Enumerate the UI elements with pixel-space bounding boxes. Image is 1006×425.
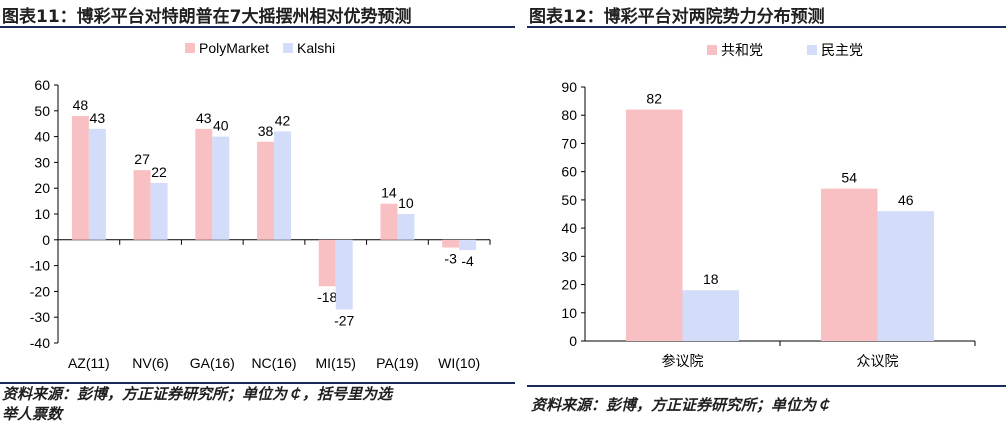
x-category-label-2: 众议院 <box>857 353 899 369</box>
bar-1-7 <box>442 239 460 248</box>
bar-2-5 <box>335 239 353 310</box>
bar-1-6 <box>380 203 398 240</box>
bar-1-2 <box>820 188 878 341</box>
data-label-1-2: 27 <box>134 151 150 167</box>
legend-label-1: PolyMarket <box>199 40 269 56</box>
right-source: 资料来源：彭博，方正证券研究所；单位为￠ <box>531 396 832 414</box>
y-tick-label-9: 90 <box>561 79 577 95</box>
bar-1-1 <box>625 109 683 341</box>
data-label-2-1: 43 <box>90 110 106 126</box>
left-source-line2: 举人票数 <box>2 405 63 423</box>
legend-label-2: Kalshi <box>297 40 335 56</box>
data-label-2-7: -4 <box>461 253 474 269</box>
y-tick-label-6: 20 <box>34 180 50 196</box>
bar-1-4 <box>257 141 274 240</box>
x-category-label-7: WI(10) <box>438 355 480 371</box>
right-chart-panel: 图表12：博彩平台对两院势力分布预测 共和党 民主党 0 10 20 30 40 50 60 70… <box>527 0 1006 425</box>
data-label-1-3: 43 <box>196 110 212 126</box>
y-tick-label-8: 40 <box>34 129 50 145</box>
data-label-1-6: 14 <box>381 185 397 201</box>
y-tick-label-3: -10 <box>30 258 50 274</box>
bar-2-2 <box>877 211 935 341</box>
y-tick-label-0: 0 <box>569 333 577 349</box>
data-label-1-5: -18 <box>317 289 337 305</box>
y-tick-label-7: 30 <box>34 154 50 170</box>
data-label-1-7: -3 <box>444 251 457 267</box>
y-tick-label-4: 0 <box>42 232 50 248</box>
bar-2-7 <box>459 239 477 251</box>
bar-2-1 <box>88 128 106 240</box>
bar-2-4 <box>274 131 291 240</box>
y-tick-label-3: 30 <box>561 248 577 264</box>
right-chart-title: 图表12：博彩平台对两院势力分布预测 <box>529 7 825 27</box>
data-label-2-6: 10 <box>398 195 414 211</box>
bar-2-1 <box>682 290 740 341</box>
y-tick-label-1: -30 <box>30 309 50 325</box>
bar-1-3 <box>195 128 213 240</box>
legend-swatch-1 <box>707 45 717 55</box>
y-tick-label-9: 50 <box>34 103 50 119</box>
bar-2-3 <box>212 136 230 240</box>
x-category-label-2: NV(6) <box>132 355 169 371</box>
left-chart-title: 图表11：博彩平台对特朗普在7大摇摆州相对优势预测 <box>2 7 412 27</box>
y-tick-label-4: 40 <box>561 220 577 236</box>
data-label-2-1: 18 <box>703 271 719 287</box>
y-tick-label-0: -40 <box>30 335 50 351</box>
bar-2-6 <box>397 214 415 240</box>
right-title-rule <box>527 26 1006 28</box>
data-label-1-4: 38 <box>258 123 274 139</box>
legend-swatch-1 <box>185 43 195 53</box>
right-chart: 共和党 民主党 0 10 20 30 40 50 60 70 80 90 参议院 82 18 众议院 54 46 <box>561 42 976 369</box>
left-chart-panel: 图表11：博彩平台对特朗普在7大摇摆州相对优势预测 PolyMarket Kals… <box>0 7 515 423</box>
y-tick-label-5: 10 <box>34 206 50 222</box>
left-source-line1: 资料来源：彭博，方正证券研究所；单位为￠，括号里为选 <box>2 385 393 403</box>
x-category-label-1: AZ(11) <box>68 355 110 371</box>
y-tick-label-8: 80 <box>561 107 577 123</box>
y-tick-label-1: 10 <box>561 305 577 321</box>
bar-1-2 <box>133 170 151 240</box>
data-label-2-3: 40 <box>213 118 229 134</box>
data-label-1-1: 48 <box>73 97 89 113</box>
x-category-label-5: MI(15) <box>315 355 355 371</box>
left-chart: PolyMarket Kalshi -40 -30 -20 -10 0 10 20 30 40 50 6… <box>30 40 491 371</box>
y-tick-label-6: 60 <box>561 164 577 180</box>
data-label-2-4: 42 <box>275 112 291 128</box>
bar-1-5 <box>318 239 336 287</box>
data-label-2-2: 22 <box>151 164 167 180</box>
right-source-rule <box>527 385 1006 387</box>
y-tick-label-5: 50 <box>561 192 577 208</box>
data-label-1-2: 54 <box>841 170 857 186</box>
x-category-label-4: NC(16) <box>251 355 296 371</box>
y-tick-label-2: -20 <box>30 283 50 299</box>
x-category-label-3: GA(16) <box>190 355 235 371</box>
bar-2-2 <box>150 183 168 240</box>
y-tick-label-2: 20 <box>561 277 577 293</box>
legend-swatch-2 <box>283 43 293 53</box>
legend-label-1: 共和党 <box>721 42 763 58</box>
data-label-2-5: -27 <box>334 312 354 328</box>
x-category-label-1: 参议院 <box>662 353 704 369</box>
left-title-rule <box>0 26 515 28</box>
bar-1-1 <box>71 115 89 240</box>
x-category-label-6: PA(19) <box>376 355 419 371</box>
legend-label-2: 民主党 <box>821 42 863 58</box>
legend-swatch-2 <box>807 45 817 55</box>
y-tick-label-7: 70 <box>561 135 577 151</box>
left-source-rule <box>0 382 515 384</box>
y-tick-label-10: 60 <box>34 77 50 93</box>
data-label-2-2: 46 <box>898 192 914 208</box>
data-label-1-1: 82 <box>646 91 662 107</box>
